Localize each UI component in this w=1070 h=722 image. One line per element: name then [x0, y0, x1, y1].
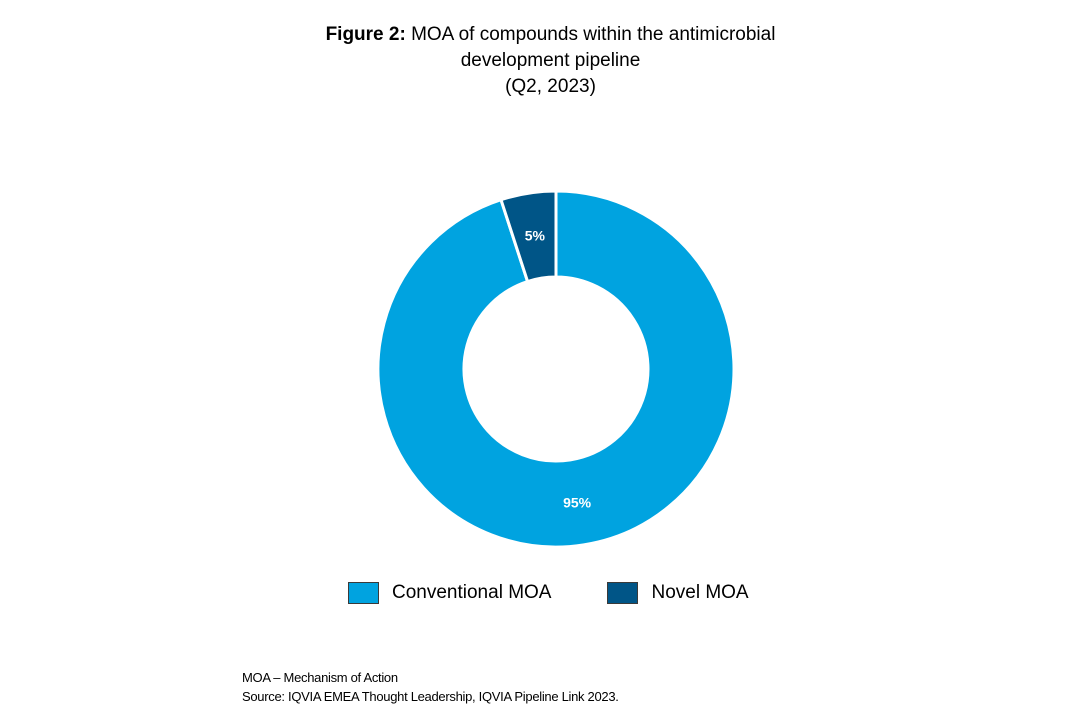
title-line-3: (Q2, 2023): [505, 76, 596, 97]
chart-title: Figure 2: MOA of compounds within the an…: [0, 22, 1070, 100]
data-label-conventional-moa: 95%: [563, 494, 592, 510]
title-line-1: Figure 2: MOA of compounds within the an…: [0, 22, 1070, 48]
figure-number: Figure 2:: [325, 24, 406, 45]
legend-label-novel-moa: Novel MOA: [651, 582, 749, 603]
title-line-2: development pipeline: [460, 50, 641, 71]
footnote: MOA – Mechanism of Action Source: IQVIA …: [242, 668, 619, 706]
legend-item-novel-moa: Novel MOA: [607, 582, 749, 604]
footnote-abbreviation: MOA – Mechanism of Action: [242, 670, 398, 685]
footnote-source: Source: IQVIA EMEA Thought Leadership, I…: [242, 689, 619, 704]
legend-swatch-conventional-moa: [348, 582, 379, 604]
legend: Conventional MOA Novel MOA: [348, 582, 805, 604]
legend-item-conventional-moa: Conventional MOA: [348, 582, 551, 604]
legend-label-conventional-moa: Conventional MOA: [392, 582, 552, 603]
title-text: MOA of compounds within the antimicrobia…: [405, 24, 776, 45]
data-label-novel-moa: 5%: [525, 228, 546, 244]
legend-swatch-novel-moa: [607, 582, 639, 604]
slice-novel-moa: [499, 189, 558, 284]
slice-conventional-moa: [376, 189, 736, 549]
